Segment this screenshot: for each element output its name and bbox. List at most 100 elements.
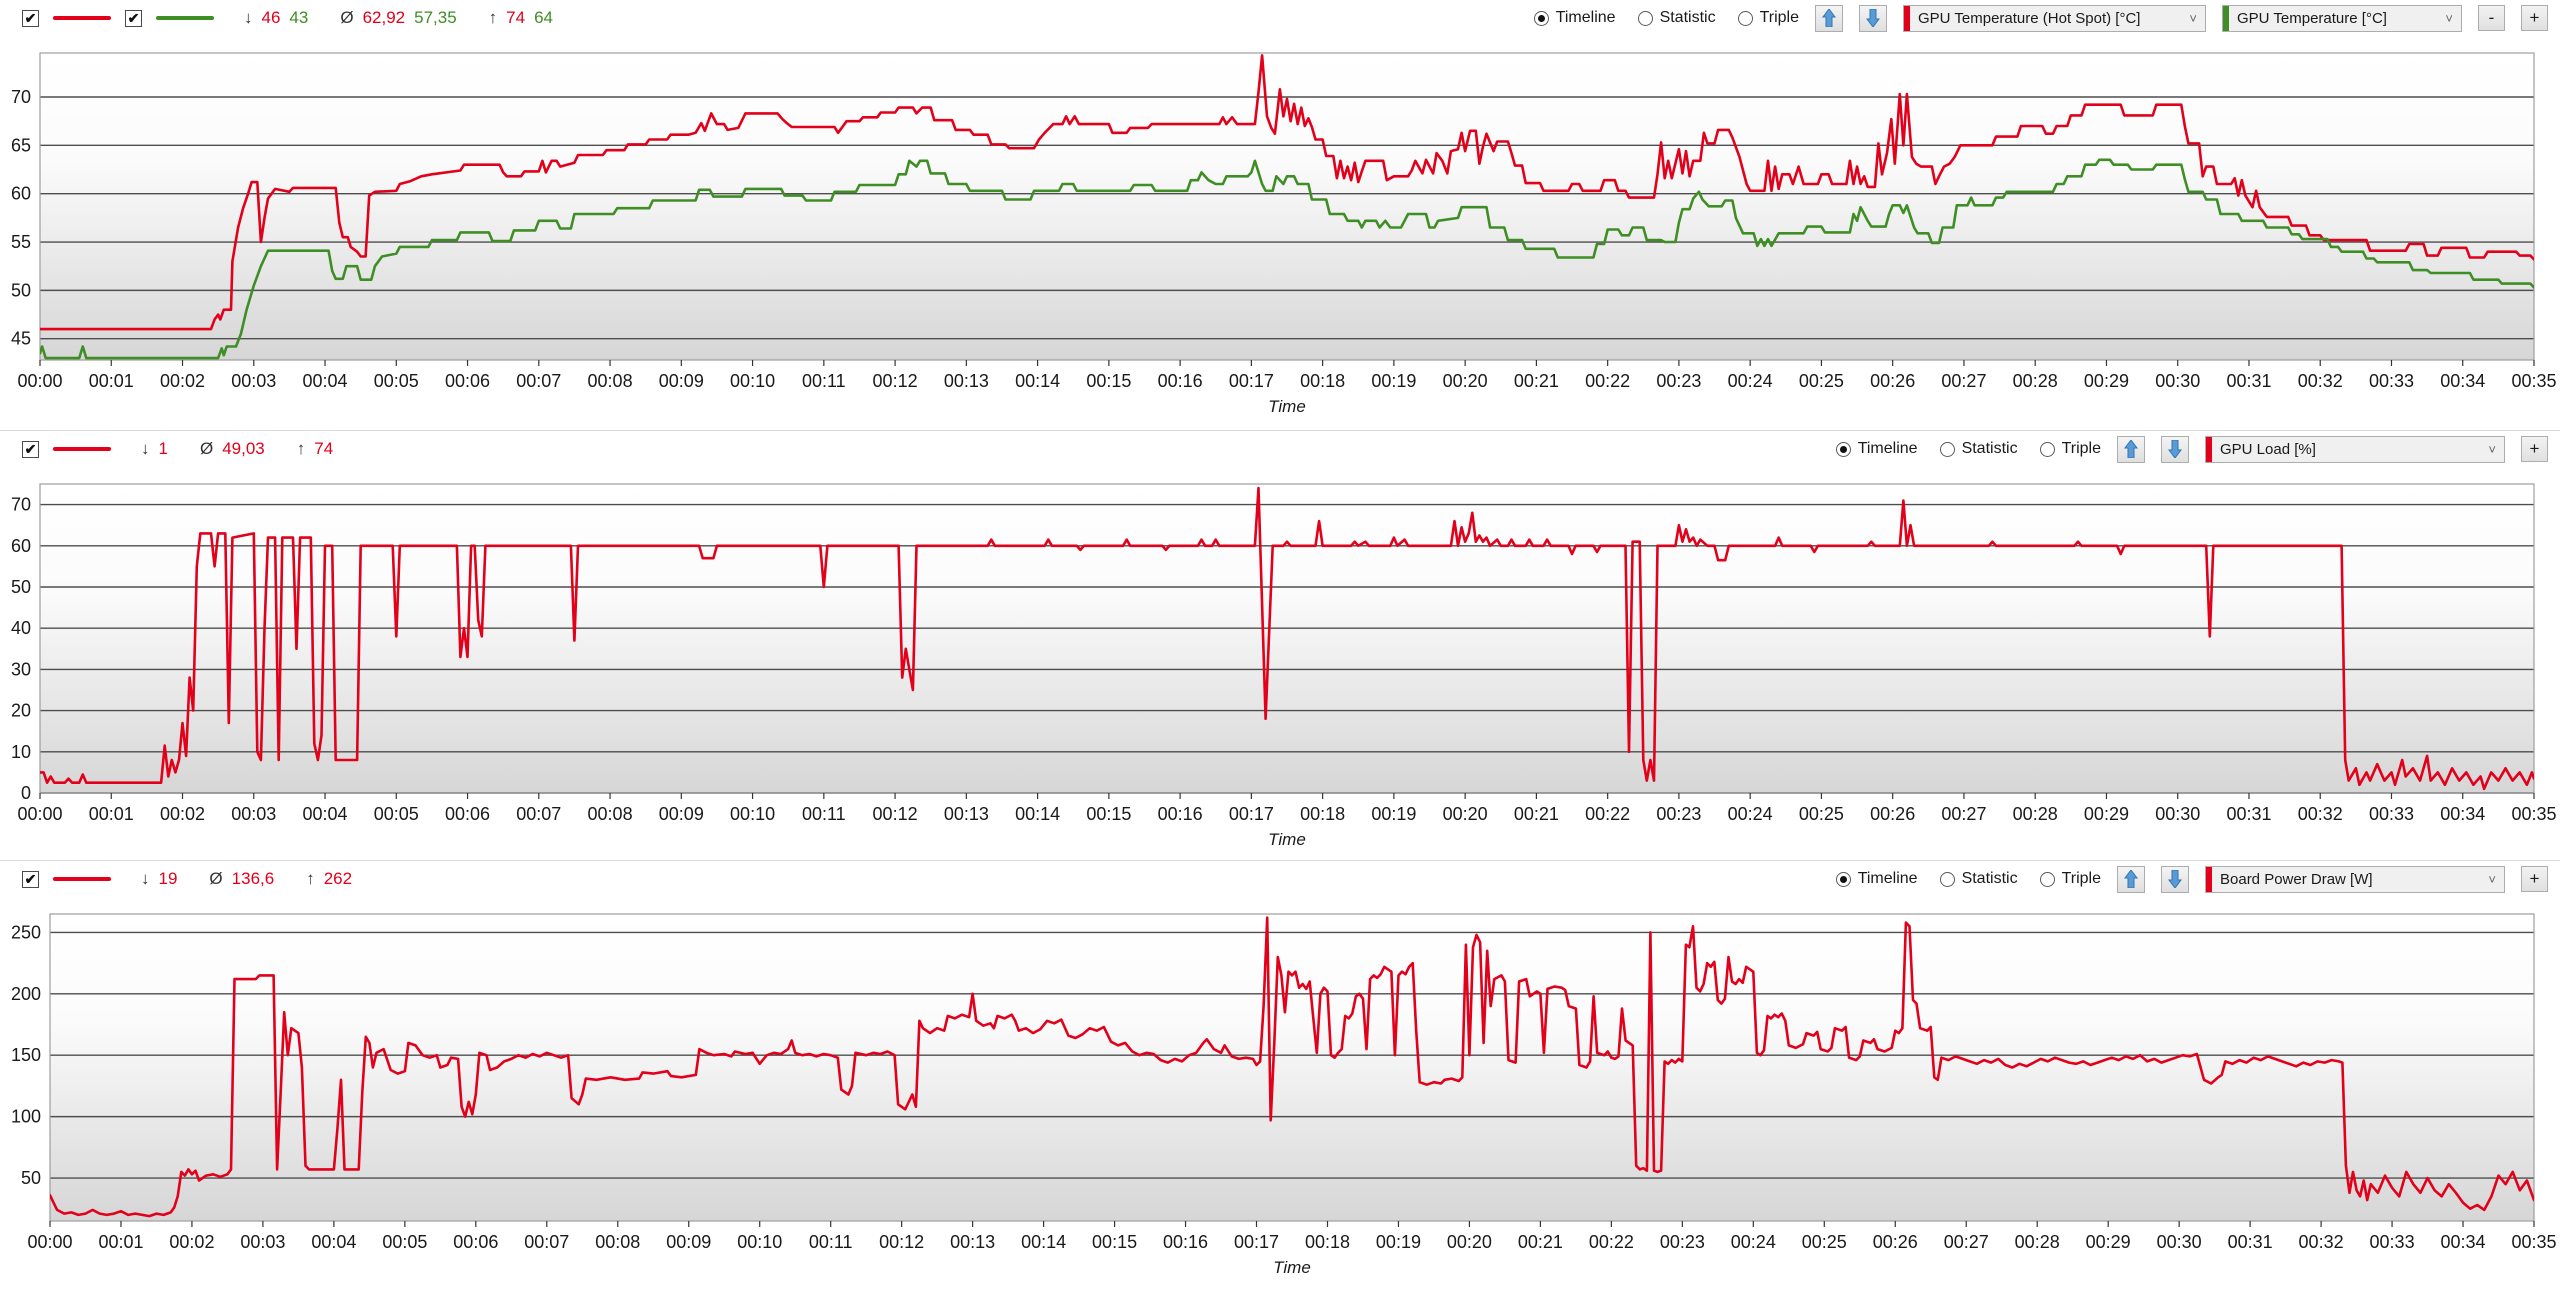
x-tick-label: 00:18 (1300, 804, 1345, 824)
x-tick-label: 00:31 (2226, 804, 2271, 824)
stat-avg-value: 49,03 (222, 439, 265, 458)
x-tick-label: 00:30 (2157, 1232, 2202, 1252)
temperature-chart[interactable]: 45 50 55 60 65 70 00:00 00:01 00:02 00:03 00:04 00:… (0, 34, 2560, 430)
x-tick-label: 00:07 (524, 1232, 569, 1252)
radio-statistic[interactable]: Statistic (1939, 440, 2018, 458)
x-tick-label: 00:25 (1799, 804, 1844, 824)
add-series-button[interactable]: + (2521, 866, 2548, 892)
dropdown-value: GPU Temperature (Hot Spot) [°C] (1918, 9, 2141, 27)
radio-statistic[interactable]: Statistic (1637, 9, 1716, 27)
remove-series-button[interactable]: - (2478, 5, 2505, 31)
y-tick-label: 30 (11, 659, 31, 679)
radio-dot (1637, 10, 1653, 26)
x-tick-label: 00:14 (1015, 804, 1060, 824)
radio-timeline[interactable]: Timeline (1835, 870, 1918, 888)
x-tick-label: 00:14 (1021, 1232, 1066, 1252)
y-tick-label: 65 (11, 135, 31, 155)
x-tick-label: 00:01 (89, 804, 134, 824)
x-tick-label: 00:26 (1870, 371, 1915, 391)
x-tick-label: 00:08 (595, 1232, 640, 1252)
stat-min-value: 1 (158, 439, 168, 458)
x-tick-label: 00:05 (374, 804, 419, 824)
radio-timeline[interactable]: Timeline (1533, 9, 1616, 27)
y-tick-label: 40 (11, 618, 31, 638)
x-tick-label: 00:17 (1229, 804, 1274, 824)
x-tick-label: 00:33 (2369, 804, 2414, 824)
stat-max-value: 74 (314, 439, 334, 458)
y-tick-label: 150 (11, 1045, 41, 1065)
max-icon: ↑ (488, 8, 498, 27)
move-down-button[interactable] (1859, 4, 1887, 32)
x-tick-label: 00:13 (944, 804, 989, 824)
series-visible-checkbox[interactable]: ✔ (125, 9, 142, 27)
y-tick-label: 55 (11, 232, 31, 252)
radio-timeline[interactable]: Timeline (1835, 440, 1918, 458)
x-tick-label: 00:09 (659, 804, 704, 824)
sensor-select-load[interactable]: GPU Load [%] ˅ (2205, 435, 2505, 463)
x-tick-label: 00:28 (2015, 1232, 2060, 1252)
sensor-select-power[interactable]: Board Power Draw [W] ˅ (2205, 865, 2505, 893)
move-down-button[interactable] (2161, 435, 2189, 463)
arrow-up-icon (2124, 440, 2138, 458)
series-stats: ↓ 46 43 Ø 62,92 57,35 ↑ 74 64 (244, 8, 553, 28)
x-tick-label: 00:03 (231, 804, 276, 824)
radio-triple[interactable]: Triple (1737, 9, 1799, 27)
dropdown-value: GPU Temperature [°C] (2237, 9, 2387, 27)
x-tick-label: 00:22 (1585, 371, 1630, 391)
x-tick-label: 00:02 (169, 1232, 214, 1252)
x-tick-label: 00:16 (1158, 804, 1203, 824)
radio-triple[interactable]: Triple (2039, 440, 2101, 458)
series-visible-checkbox[interactable]: ✔ (22, 9, 39, 27)
stat-min-value: 19 (158, 869, 178, 888)
x-tick-label: 00:26 (1870, 804, 1915, 824)
x-tick-label: 00:00 (17, 804, 62, 824)
y-tick-label: 0 (21, 783, 31, 803)
radio-label: Statistic (1659, 9, 1716, 26)
x-tick-label: 00:04 (303, 804, 348, 824)
plot-area[interactable] (40, 484, 2534, 793)
series-line (40, 158, 2534, 360)
x-tick-label: 00:11 (809, 1232, 853, 1252)
y-tick-label: 200 (11, 984, 41, 1004)
add-series-button[interactable]: + (2521, 5, 2548, 31)
x-tick-label: 00:15 (1086, 804, 1131, 824)
radio-label: Triple (2061, 870, 2101, 887)
dropdown-color-bar (1904, 5, 1910, 31)
move-up-button[interactable] (2117, 865, 2145, 893)
x-tick-label: 00:21 (1518, 1232, 1563, 1252)
sensor-select-hotspot[interactable]: GPU Temperature (Hot Spot) [°C] ˅ (1903, 4, 2206, 32)
radio-label: Timeline (1857, 440, 1918, 457)
move-up-button[interactable] (2117, 435, 2145, 463)
panel-header: ✔ ↓ 1 Ø 49,03 ↑ 74 Timeline Statistic Tr… (0, 433, 2560, 465)
x-tick-label: 00:31 (2226, 371, 2271, 391)
dropdown-value: GPU Load [%] (2220, 440, 2316, 458)
sensor-select-temperature[interactable]: GPU Temperature [°C] ˅ (2222, 4, 2462, 32)
series-visible-checkbox[interactable]: ✔ (22, 870, 39, 888)
y-tick-label: 50 (11, 577, 31, 597)
x-tick-label: 00:09 (666, 1232, 711, 1252)
y-tick-label: 250 (11, 922, 41, 942)
load-chart[interactable]: 0 10 20 30 40 50 60 70 00:00 00:01 00:02 00:03 00:04… (0, 465, 2560, 861)
power-chart[interactable]: 50 100 150 200 250 00:00 00:01 00:02 00:03 00:04 0… (0, 895, 2560, 1291)
x-tick-label: 00:33 (2369, 371, 2414, 391)
series-visible-checkbox[interactable]: ✔ (22, 440, 39, 458)
x-tick-label: 00:18 (1300, 371, 1345, 391)
x-tick-label: 00:08 (588, 804, 633, 824)
x-tick-label: 00:04 (303, 371, 348, 391)
radio-label: Timeline (1555, 9, 1616, 26)
x-tick-label: 00:27 (1941, 804, 1986, 824)
panel-gpu-temperature: ✔ ✔ ↓ 46 43 Ø 62,92 57,35 ↑ 74 64 Timeli… (0, 0, 2560, 430)
x-tick-label: 00:10 (737, 1232, 782, 1252)
series-line (40, 54, 2534, 331)
radio-triple[interactable]: Triple (2039, 870, 2101, 888)
x-tick-label: 00:21 (1514, 804, 1559, 824)
x-tick-label: 00:22 (1585, 804, 1630, 824)
plot-area[interactable] (50, 914, 2534, 1221)
move-up-button[interactable] (1815, 4, 1843, 32)
add-series-button[interactable]: + (2521, 436, 2548, 462)
x-tick-label: 00:34 (2440, 804, 2485, 824)
panel-header: ✔ ✔ ↓ 46 43 Ø 62,92 57,35 ↑ 74 64 Timeli… (0, 2, 2560, 34)
stat-max-value: 64 (534, 8, 554, 27)
radio-statistic[interactable]: Statistic (1939, 870, 2018, 888)
move-down-button[interactable] (2161, 865, 2189, 893)
